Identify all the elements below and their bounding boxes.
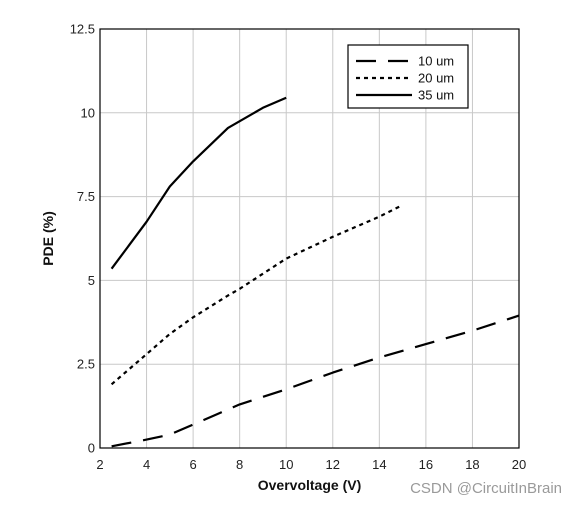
x-tick-label: 8 xyxy=(236,457,243,472)
legend-label: 20 um xyxy=(418,71,454,86)
x-axis-label: Overvoltage (V) xyxy=(258,477,361,493)
x-tick-label: 2 xyxy=(96,457,103,472)
x-tick-label: 16 xyxy=(419,457,433,472)
x-tick-label: 18 xyxy=(465,457,479,472)
x-tick-labels: 2 4 6 8 10 12 14 16 18 20 xyxy=(96,457,526,472)
series-line-20-um xyxy=(110,204,404,386)
x-tick-label: 6 xyxy=(189,457,196,472)
x-tick-label: 4 xyxy=(143,457,150,472)
series-lines xyxy=(110,96,520,448)
y-axis-label: PDE (%) xyxy=(40,211,56,265)
watermark: CSDN @CircuitInBrain xyxy=(410,480,562,497)
y-tick-label: 10 xyxy=(81,105,95,120)
legend: 10 um 20 um 35 um xyxy=(347,44,469,109)
x-tick-label: 10 xyxy=(279,457,293,472)
y-tick-label: 0 xyxy=(88,441,95,456)
y-tick-label: 12.5 xyxy=(70,22,95,37)
y-tick-labels: 0 2.5 5 7.5 10 12.5 xyxy=(70,22,95,456)
y-tick-label: 2.5 xyxy=(77,357,95,372)
plot-frame xyxy=(99,28,520,449)
x-tick-label: 14 xyxy=(372,457,386,472)
y-tick-label: 5 xyxy=(88,273,95,288)
legend-box xyxy=(347,44,469,109)
x-tick-label: 12 xyxy=(326,457,340,472)
y-tick-label: 7.5 xyxy=(77,189,95,204)
legend-label: 10 um xyxy=(418,54,454,69)
x-tick-label: 20 xyxy=(512,457,526,472)
series-line-10-um xyxy=(111,314,520,448)
legend-label: 35 um xyxy=(418,88,454,103)
series-line-35-um xyxy=(110,96,287,270)
